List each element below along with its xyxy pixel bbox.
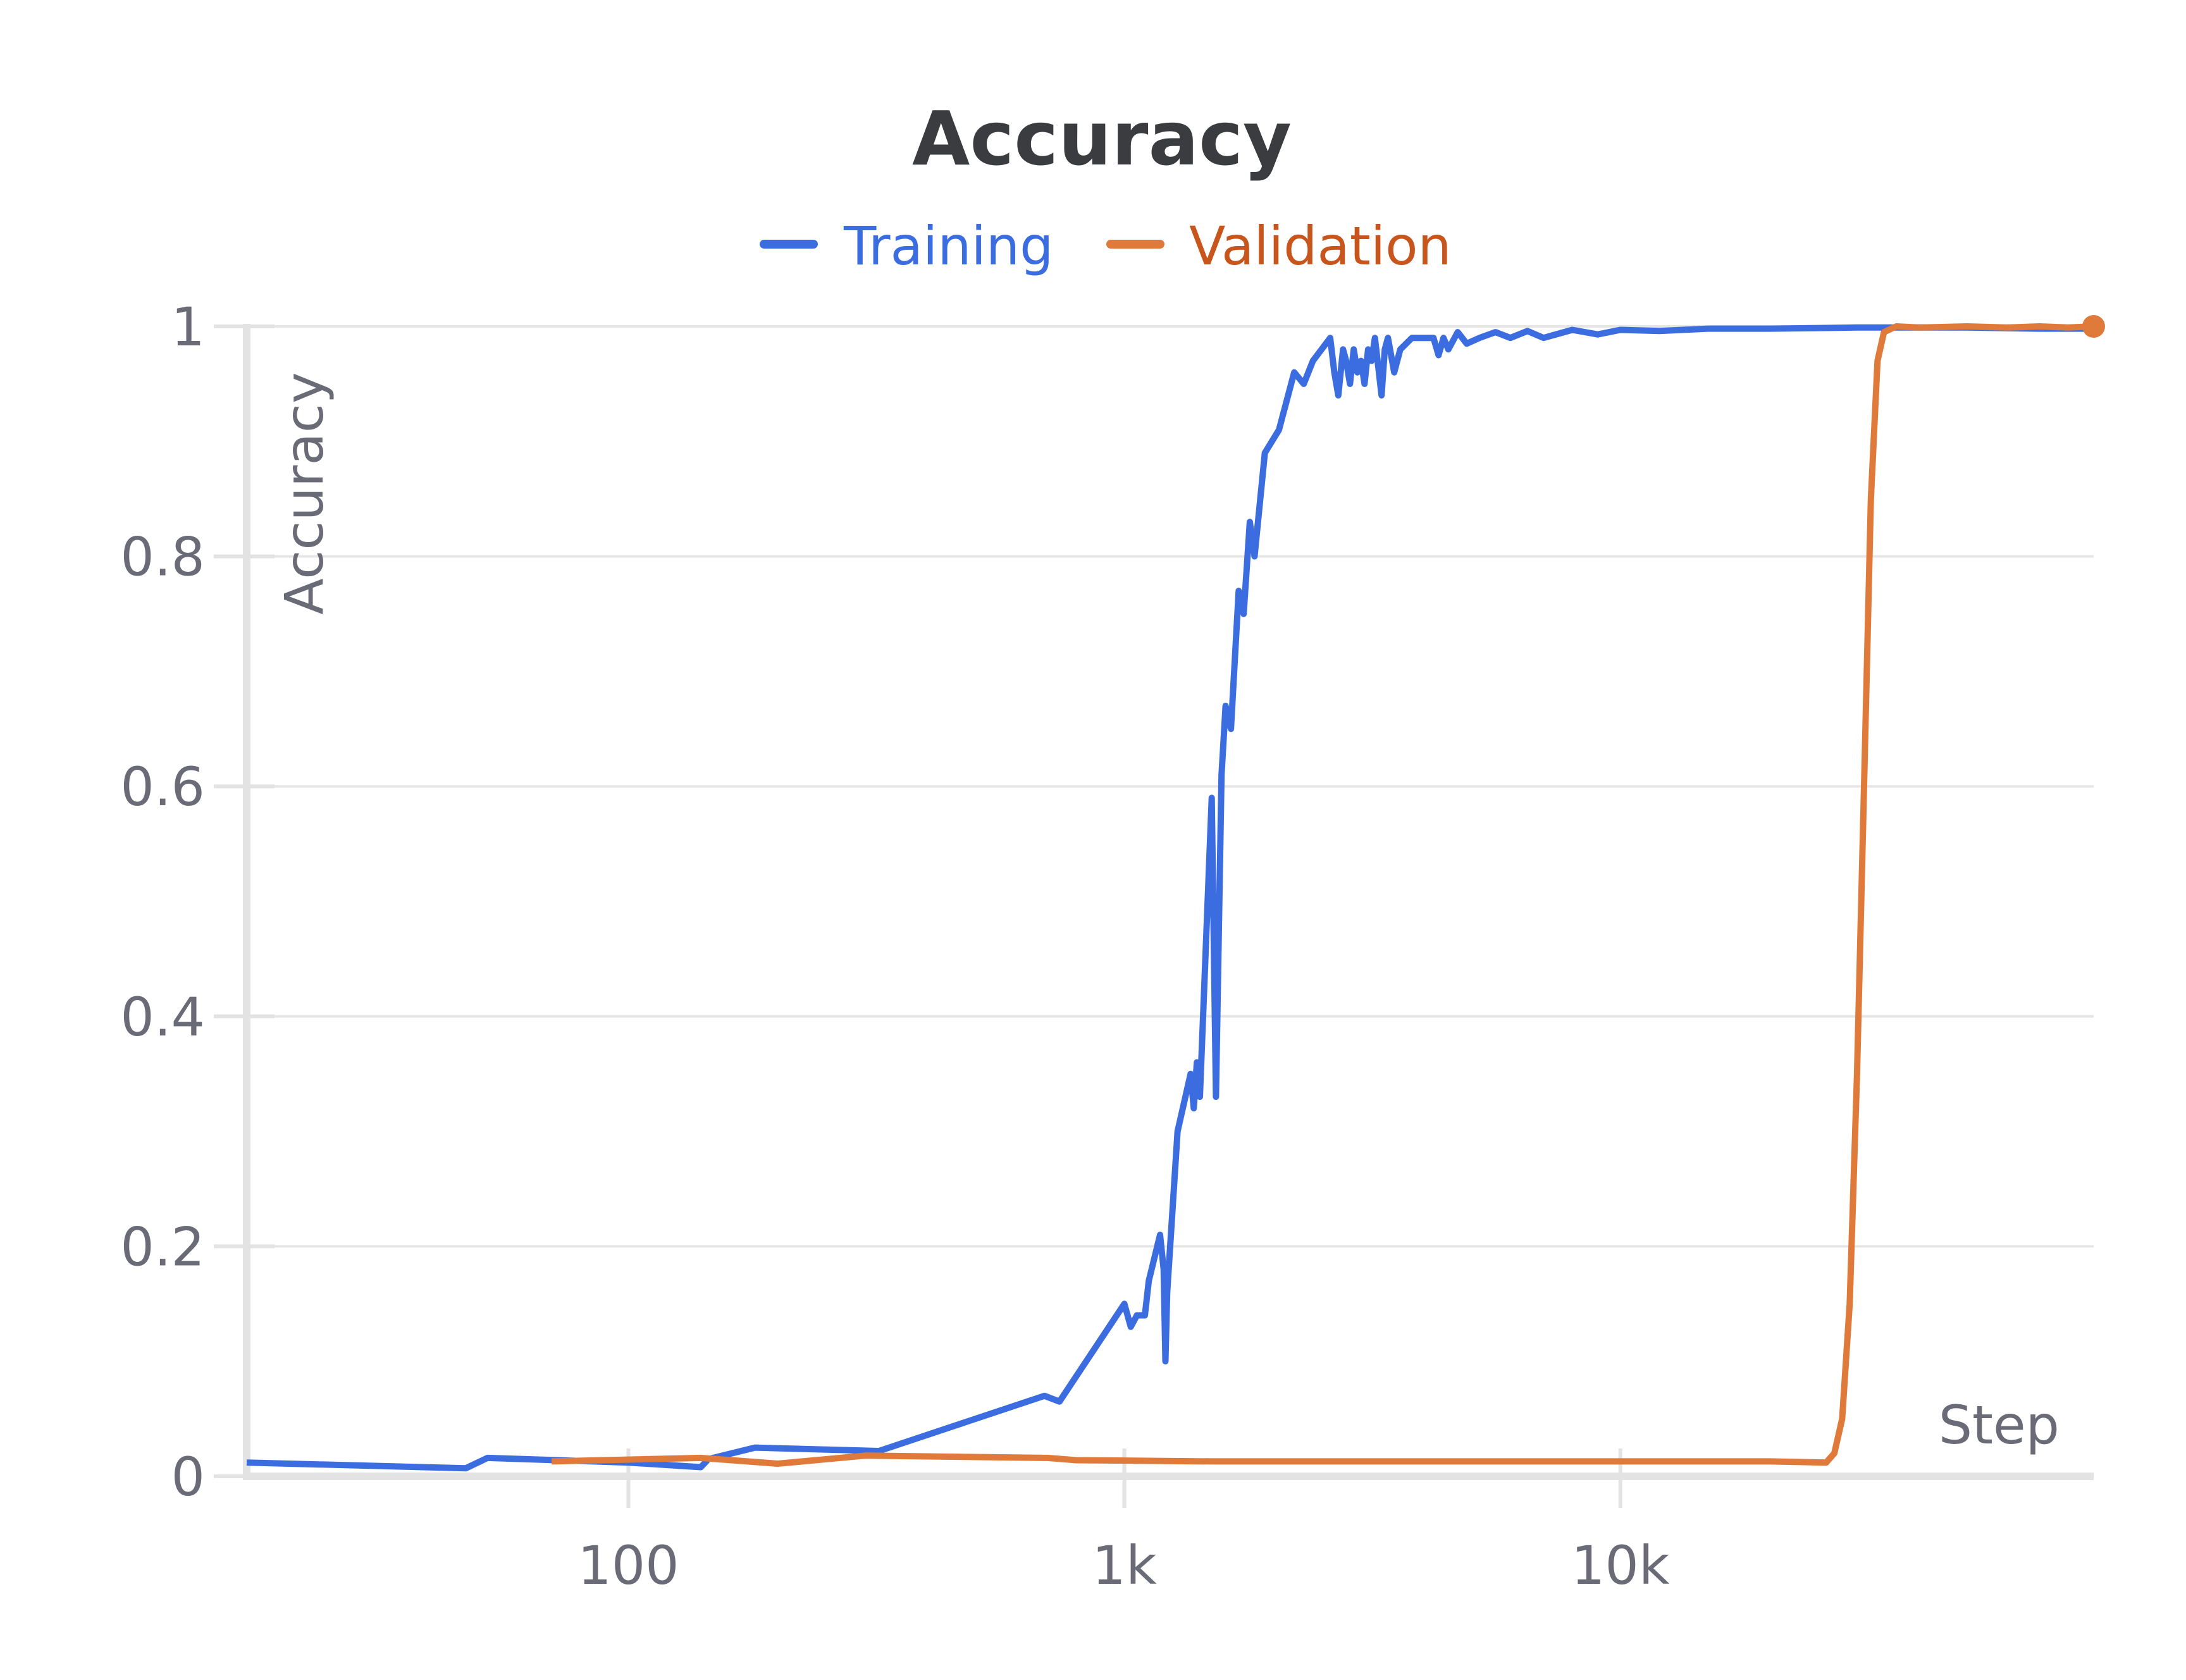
series-line-validation[interactable] <box>551 323 2094 1467</box>
y-tick-label: 0 <box>171 1446 205 1508</box>
legend-label-validation[interactable]: Validation <box>1189 215 1452 277</box>
gridlines <box>247 325 2094 1248</box>
ticks: 0 0.2 0.4 0.6 0.8 1 100 1k 10k <box>120 296 1669 1597</box>
y-tick-label: 0.4 <box>120 986 205 1048</box>
series-lines <box>246 315 2105 1472</box>
x-tick-label: 10k <box>1571 1535 1670 1597</box>
x-axis-label: Step <box>1939 1394 2059 1456</box>
series-line-training[interactable] <box>246 324 2094 1472</box>
chart-title: Accuracy <box>912 95 1292 182</box>
y-tick-label: 0.2 <box>120 1216 205 1278</box>
y-tick-label: 1 <box>171 296 205 358</box>
y-axis-label: Accuracy <box>273 372 335 615</box>
axes <box>243 324 2094 1480</box>
y-tick-label: 0.8 <box>120 526 205 588</box>
x-tick-label: 100 <box>577 1535 679 1597</box>
series-end-marker-validation[interactable] <box>2082 315 2105 338</box>
x-tick-label: 1k <box>1092 1535 1157 1597</box>
legend-label-training[interactable]: Training <box>843 215 1053 277</box>
y-tick-label: 0.6 <box>120 756 205 818</box>
legend: Training Validation <box>760 215 1452 277</box>
